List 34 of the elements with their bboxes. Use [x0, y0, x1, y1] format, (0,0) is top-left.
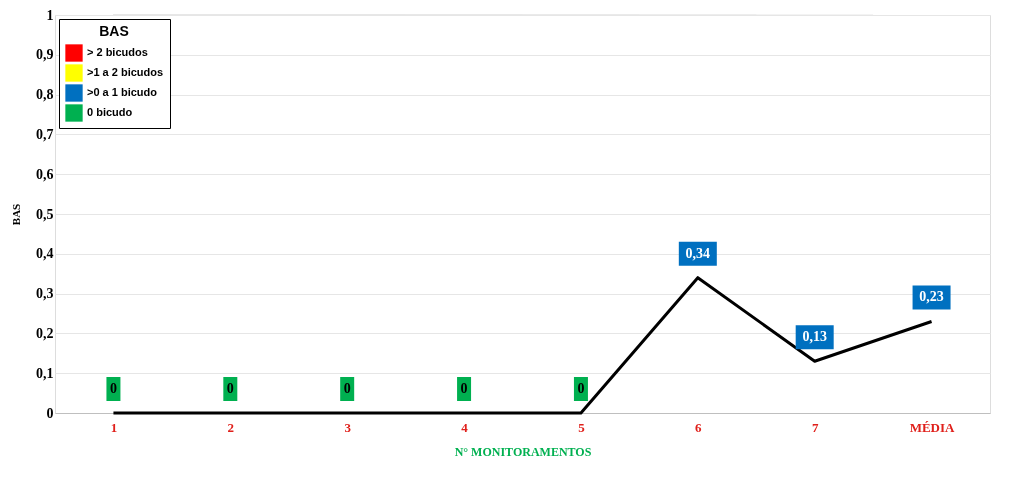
y-tick-label: 0,6 [36, 166, 54, 182]
legend-title: BAS [99, 23, 129, 39]
data-label: 0 [460, 381, 468, 396]
y-tick-label: 0,4 [36, 246, 54, 262]
y-tick-label: 0,9 [36, 47, 54, 63]
data-label: 0 [577, 381, 585, 396]
x-tick-label: 1 [110, 419, 118, 435]
x-tick-label: 5 [578, 419, 586, 435]
x-tick-label: 6 [695, 419, 703, 435]
data-label: 0 [343, 381, 351, 396]
x-tick-label: 7 [811, 419, 819, 435]
y-tick-label: 0,1 [36, 365, 54, 381]
y-tick-label: 0,5 [36, 206, 54, 222]
y-tick-label: 0,2 [36, 325, 54, 341]
data-label: 0,23 [919, 289, 944, 305]
y-tick-label: 0,3 [36, 286, 54, 302]
legend-label: >1 a 2 bicudos [87, 66, 164, 78]
data-label: 0,13 [802, 329, 827, 345]
data-label: 0 [226, 381, 234, 396]
x-tick-label: 4 [461, 419, 469, 435]
data-label: 0 [109, 381, 117, 396]
y-tick-label: 0 [46, 405, 54, 421]
legend-label: > 2 bicudos [87, 46, 148, 58]
y-axis-title: BAS [10, 203, 22, 226]
y-tick-label: 0,8 [36, 87, 54, 103]
legend-label: >0 a 1 bicudo [87, 86, 158, 98]
legend-label: 0 bicudo [87, 106, 133, 118]
x-axis-title: N° MONITORAMENTOS [454, 444, 592, 459]
x-tick-label: 3 [344, 419, 352, 435]
data-label: 0,34 [685, 245, 711, 261]
y-tick-label: 1 [46, 7, 54, 23]
y-tick-label: 0,7 [36, 126, 54, 142]
x-tick-label: MÉDIA [909, 419, 956, 435]
x-tick-label: 2 [227, 419, 235, 435]
